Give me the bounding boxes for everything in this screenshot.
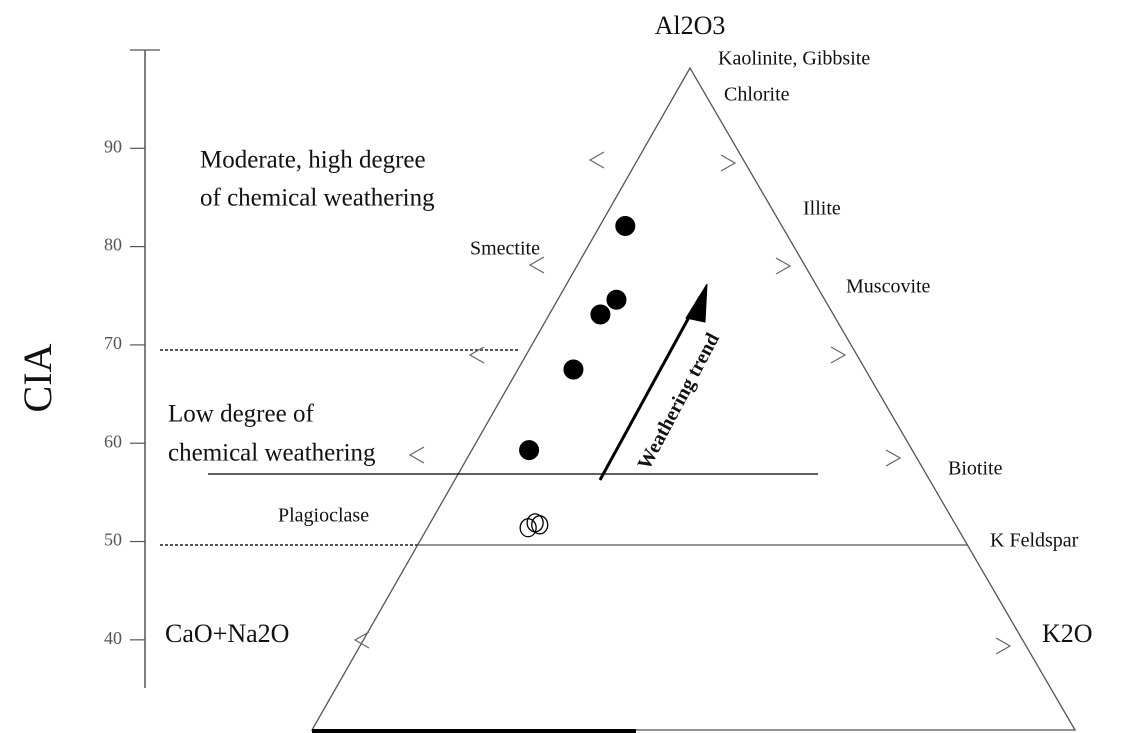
y-tick-label: 90 — [104, 136, 122, 156]
ternary-triangle — [310, 66, 1077, 731]
edge-ticks — [353, 151, 1012, 655]
data-point — [563, 359, 584, 380]
data-point — [590, 304, 611, 325]
mineral: K Feldspar — [990, 530, 1079, 552]
data-point — [531, 515, 549, 535]
chevron — [588, 151, 605, 169]
mineral: Plagioclase — [278, 505, 369, 527]
zone-label: Low degree of — [168, 401, 314, 428]
chevron — [775, 257, 792, 275]
mineral: Chlorite — [724, 84, 790, 106]
mineral: Smectite — [470, 238, 540, 260]
mineral: Muscovite — [846, 276, 931, 298]
chevron — [528, 256, 545, 274]
apex-left: CaO+Na2O — [165, 619, 289, 648]
zone-label: Moderate, high degree — [200, 147, 426, 174]
chevron — [830, 346, 847, 364]
zone-label: of chemical weathering — [200, 185, 435, 212]
arrow-label: Weathering trend — [634, 329, 724, 473]
apex-right: K2O — [1042, 619, 1093, 648]
data-point — [615, 215, 636, 236]
y-tick-label: 60 — [104, 431, 122, 451]
mineral: Kaolinite, Gibbsite — [718, 48, 870, 70]
data-point — [519, 440, 540, 461]
chevron — [995, 637, 1012, 655]
chevron — [720, 154, 737, 172]
y-axis-label: CIA — [15, 343, 60, 412]
chevron — [353, 631, 370, 649]
arrow-head — [685, 283, 708, 323]
y-tick-label: 40 — [104, 628, 122, 648]
zone-label: chemical weathering — [168, 440, 376, 467]
mineral: Illite — [803, 198, 841, 220]
chevron — [468, 346, 485, 364]
chevron — [885, 449, 902, 467]
y-tick-label: 50 — [104, 530, 122, 550]
apex-top: Al2O3 — [655, 11, 726, 40]
chevron — [408, 446, 425, 464]
data-point — [606, 289, 627, 310]
trend-arrow — [598, 296, 702, 481]
mineral: Biotite — [948, 458, 1003, 480]
y-tick-label: 80 — [104, 235, 122, 255]
decor — [130, 49, 1077, 733]
y-tick-label: 70 — [104, 333, 122, 353]
